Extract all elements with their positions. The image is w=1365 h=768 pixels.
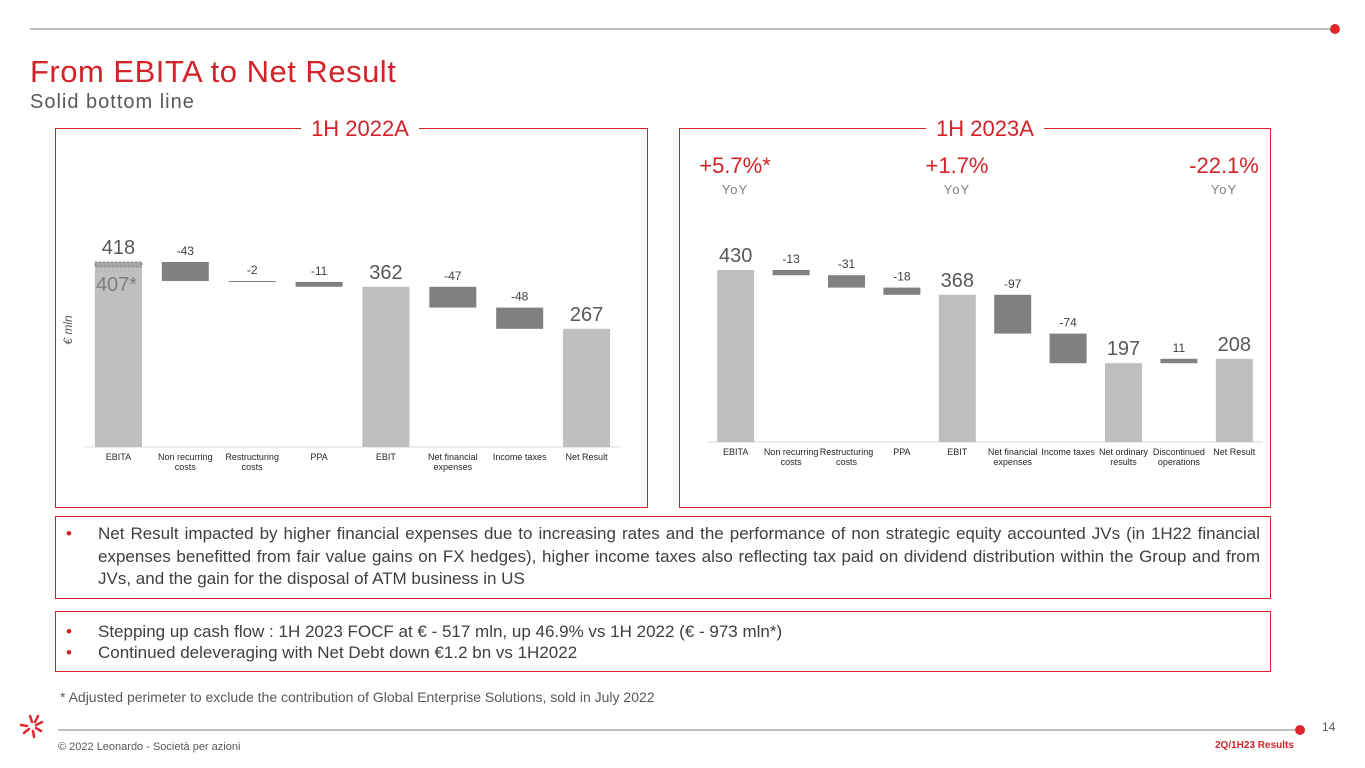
bar	[563, 328, 611, 447]
bar	[994, 294, 1032, 334]
bar	[1160, 358, 1198, 364]
x-tick-label: PPA	[893, 447, 911, 457]
data-label: -97	[1004, 277, 1022, 291]
data-label: -47	[444, 269, 462, 283]
data-label: 430	[719, 245, 752, 267]
bar	[1105, 363, 1142, 442]
x-tick-label: Non recurring costs	[763, 447, 819, 467]
bar	[362, 286, 410, 447]
x-tick-label: EBITA	[723, 447, 749, 457]
bottom-dot	[1295, 725, 1305, 735]
bullet: Stepping up cash flow : 1H 2023 FOCF at …	[58, 621, 1260, 642]
bar	[717, 270, 755, 442]
bar	[295, 281, 343, 287]
commentary: Net Result impacted by higher financial …	[55, 516, 1271, 599]
bullet: Net Result impacted by higher financial …	[58, 523, 1260, 591]
title: From EBITA to Net Result	[30, 54, 397, 89]
data-label: -2	[247, 263, 258, 277]
x-tick-label: EBIT	[375, 452, 396, 462]
growth-value: -22.1%	[1189, 153, 1259, 178]
data-label: -48	[511, 290, 529, 304]
x-tick-label: PPA	[310, 452, 328, 462]
y-axis-label: € mln	[61, 315, 75, 345]
bullet-list: Stepping up cash flow : 1H 2023 FOCF at …	[58, 621, 1260, 663]
restated-label: 407*	[96, 274, 137, 296]
x-tick-label: Net financial expenses	[987, 447, 1038, 467]
page-number: 14	[1322, 720, 1336, 734]
footnote: * Adjusted perimeter to exclude the cont…	[60, 689, 655, 705]
bullet-list: Net Result impacted by higher financial …	[58, 523, 1260, 591]
bar	[828, 275, 865, 288]
x-tick-label: Net Result	[1213, 447, 1256, 457]
x-tick-label: Net ordinary results	[1098, 447, 1148, 467]
growth-note: YoY	[721, 182, 749, 197]
data-label: 267	[570, 304, 603, 326]
copyright: © 2022 Leonardo - Società per azioni	[58, 741, 241, 753]
highlights: Stepping up cash flow : 1H 2023 FOCF at …	[55, 611, 1271, 672]
data-label: -31	[838, 257, 856, 271]
x-tick-label: Restructuring costs	[225, 452, 279, 472]
data-label: 368	[941, 270, 974, 292]
x-tick-label: Income taxes	[1041, 447, 1095, 457]
bar	[883, 287, 921, 295]
growth-note: YoY	[1210, 182, 1238, 197]
bar	[938, 294, 976, 442]
data-label: 418	[102, 237, 135, 259]
x-tick-label: Net financial expenses	[428, 452, 478, 472]
subtitle: Solid bottom line	[30, 91, 195, 113]
logo	[19, 714, 44, 739]
data-label: 362	[369, 262, 402, 284]
x-tick-label: Non recurring costs	[158, 452, 213, 472]
growth-value: +5.7%*	[699, 153, 771, 178]
x-tick-label: Net Result	[565, 452, 608, 462]
x-tick-label: Restructuring costs	[819, 447, 874, 467]
chart-frame	[55, 128, 648, 508]
bullet: Continued deleveraging with Net Debt dow…	[58, 642, 1260, 663]
x-tick-label: Income taxes	[492, 452, 547, 462]
bar	[1215, 358, 1253, 442]
data-label: -18	[893, 270, 911, 284]
x-tick-label: Discontinued operations	[1152, 447, 1205, 467]
top-dot	[1330, 24, 1340, 34]
bar	[228, 281, 276, 283]
bar	[429, 286, 477, 308]
data-label: -74	[1059, 316, 1077, 330]
chart-title: 1H 2023A	[926, 116, 1044, 142]
bar	[161, 262, 209, 282]
bar	[772, 270, 810, 276]
chart-title: 1H 2022A	[301, 116, 419, 142]
report-name: 2Q/1H23 Results	[1215, 740, 1294, 751]
data-label: -13	[782, 252, 800, 266]
growth-value: +1.7%	[925, 153, 989, 178]
x-tick-label: EBITA	[105, 452, 132, 462]
restated-band	[94, 261, 143, 268]
data-label: -43	[177, 244, 195, 258]
data-label: 11	[1173, 341, 1186, 355]
data-label: 208	[1218, 334, 1251, 356]
bar	[1049, 333, 1087, 364]
data-label: 197	[1107, 338, 1140, 360]
bar	[94, 262, 142, 447]
bar	[496, 307, 544, 329]
growth-note: YoY	[943, 182, 971, 197]
data-label: -11	[311, 264, 328, 278]
x-tick-label: EBIT	[947, 447, 968, 457]
